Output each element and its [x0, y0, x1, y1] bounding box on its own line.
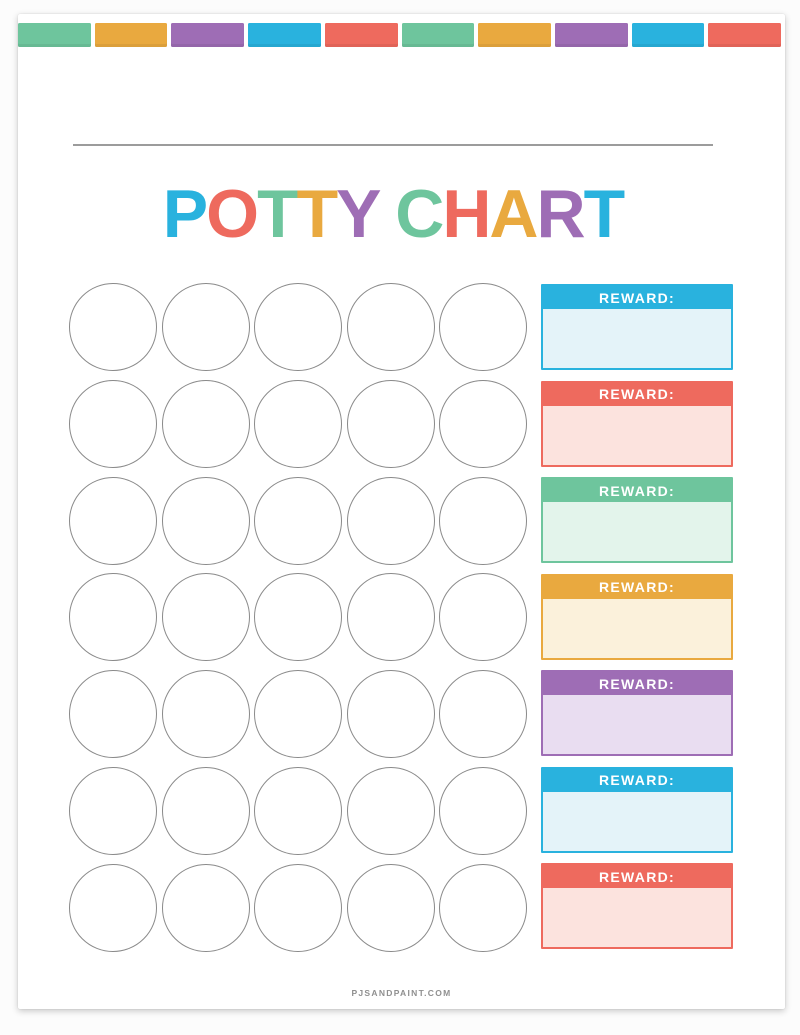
reward-box: REWARD:	[541, 670, 733, 756]
sticker-circle	[254, 670, 342, 759]
reward-header: REWARD:	[543, 768, 731, 792]
sticker-circle	[439, 283, 527, 371]
title-letter	[378, 176, 395, 252]
sticker-circle	[439, 476, 527, 565]
sticker-circle	[254, 283, 342, 371]
sticker-circle	[161, 670, 250, 759]
reward-box: REWARD:	[541, 380, 733, 467]
title-letter: H	[442, 176, 491, 252]
sticker-circle	[439, 863, 527, 952]
banner-block	[554, 23, 628, 47]
reward-label: REWARD:	[599, 772, 675, 788]
sticker-circle	[439, 670, 527, 759]
reward-header: REWARD:	[543, 672, 731, 695]
reward-box: REWARD:	[541, 284, 733, 370]
banner-block	[18, 23, 91, 47]
sticker-circle	[346, 670, 435, 759]
sticker-circle	[69, 283, 157, 371]
reward-box: REWARD:	[541, 477, 733, 563]
sticker-circle	[69, 476, 157, 565]
title-letter: P	[162, 176, 208, 252]
banner-block	[478, 23, 551, 47]
sticker-circle	[346, 766, 435, 855]
reward-header: REWARD:	[543, 865, 731, 888]
reward-label: REWARD:	[599, 289, 675, 306]
sticker-circle	[69, 379, 157, 468]
sticker-circle	[254, 476, 342, 565]
sticker-circle	[161, 379, 250, 468]
reward-header: REWARD:	[543, 479, 731, 502]
reward-box: REWARD:	[541, 573, 733, 660]
banner-block	[324, 23, 398, 47]
reward-label: REWARD:	[599, 579, 675, 595]
sticker-circle	[161, 476, 250, 565]
reward-label: REWARD:	[599, 482, 675, 499]
banner-block	[708, 23, 782, 47]
reward-header: REWARD:	[543, 286, 731, 309]
sticker-circle	[254, 379, 342, 468]
banner-block	[94, 23, 168, 47]
sticker-circle	[346, 283, 435, 371]
sticker-circle	[254, 863, 342, 952]
title-letter: R	[536, 176, 586, 252]
page-title: POTTY CHART	[73, 177, 713, 252]
title-letter: T	[583, 176, 626, 252]
title-letter: Y	[336, 176, 380, 252]
divider-line	[73, 144, 713, 146]
reward-box: REWARD:	[541, 863, 733, 949]
rewards-column: REWARD: REWARD: REWARD: REWARD: REWARD: REWAR…	[541, 284, 733, 949]
sticker-circle	[346, 573, 435, 662]
title-letter: T	[257, 176, 299, 252]
sticker-circle	[254, 766, 342, 855]
sticker-circle	[439, 379, 527, 468]
sticker-circle	[439, 766, 527, 855]
sticker-circle	[254, 573, 342, 662]
sticker-circle	[161, 863, 250, 952]
sticker-grid	[69, 283, 527, 952]
reward-header: REWARD:	[543, 575, 731, 599]
printable-page: POTTY CHART REWARD: REWARD: REWARD: REWARD:…	[18, 14, 785, 1009]
banner-block	[171, 23, 245, 47]
title-letter: C	[395, 176, 444, 252]
reward-header: REWARD:	[543, 382, 731, 406]
reward-label: REWARD:	[599, 675, 675, 692]
sticker-circle	[161, 766, 250, 855]
banner-block	[631, 23, 705, 47]
banner-block	[401, 23, 475, 47]
reward-label: REWARD:	[599, 868, 675, 885]
sticker-circle	[161, 283, 250, 371]
title-letter: O	[206, 176, 259, 252]
sticker-circle	[69, 863, 157, 952]
sticker-circle	[69, 766, 157, 855]
sticker-circle	[346, 476, 435, 565]
footer-credit: PJSANDPAINT.COM	[351, 988, 452, 998]
sticker-circle	[69, 670, 157, 759]
sticker-circle	[346, 863, 435, 952]
reward-box: REWARD:	[541, 766, 733, 853]
title-letter: A	[489, 176, 538, 252]
sticker-circle	[439, 573, 527, 662]
sticker-circle	[161, 573, 250, 662]
title-letter: T	[296, 176, 339, 252]
reward-label: REWARD:	[599, 386, 675, 402]
sticker-circle	[69, 573, 157, 662]
banner-block	[248, 23, 321, 47]
decorative-color-banner	[18, 23, 782, 47]
sticker-circle	[346, 379, 435, 468]
